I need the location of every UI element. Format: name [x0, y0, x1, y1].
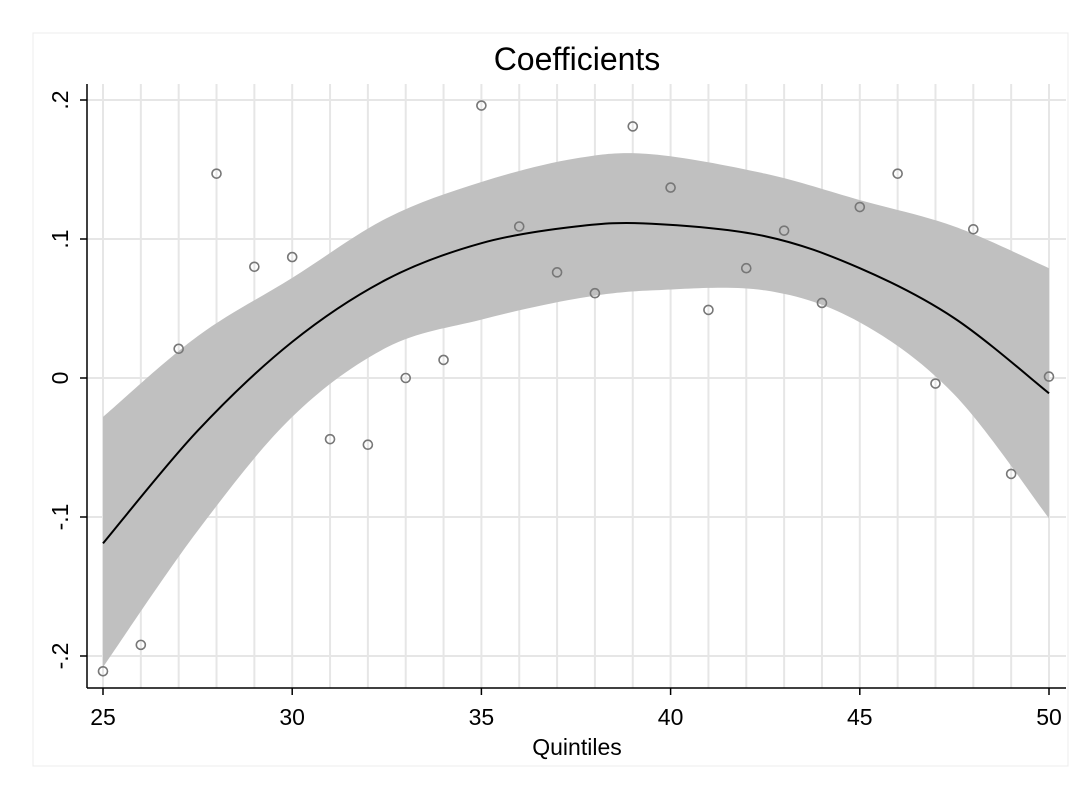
scatter-point — [1043, 371, 1055, 382]
scatter-point — [665, 182, 676, 193]
x-tick-label: 25 — [90, 704, 116, 730]
fitted-curve — [102, 221, 1050, 545]
scatter-point — [930, 378, 941, 389]
scatter-point — [97, 665, 109, 677]
scatter-point — [589, 287, 601, 299]
scatter-point — [476, 100, 487, 111]
y-tick-label: .1 — [47, 229, 73, 248]
x-tick-label: 45 — [847, 704, 873, 730]
scatter-point — [286, 251, 298, 263]
scatter-point — [249, 261, 260, 273]
x-axis-label: Quintiles — [532, 734, 621, 760]
scatter-point — [211, 168, 222, 179]
x-tick-label: 40 — [658, 704, 684, 730]
scatter-point — [816, 297, 828, 309]
scatter-point — [551, 267, 563, 278]
scatter-point — [438, 354, 449, 366]
axes — [80, 84, 1066, 695]
y-tick-label: -.1 — [47, 504, 73, 531]
scatter-point — [778, 225, 790, 236]
tick-labels: 25 30 35 40 45 50 -.2 -.1 0 .1 .2 — [47, 90, 1062, 730]
scatter-point — [400, 372, 412, 384]
scatter-point — [513, 221, 525, 232]
x-tick-label: 35 — [469, 704, 495, 730]
scatter-point — [362, 439, 374, 451]
scatter-point — [627, 121, 639, 132]
scatter-point — [740, 262, 752, 274]
confidence-band — [103, 153, 1049, 668]
scatter-point — [135, 639, 147, 651]
scatter-points — [97, 100, 1055, 677]
scatter-point — [324, 433, 336, 445]
x-tick-label: 30 — [279, 704, 305, 730]
scatter-point — [854, 201, 866, 213]
scatter-point — [968, 223, 979, 235]
scatter-point — [703, 304, 714, 316]
y-tick-label: -.2 — [47, 643, 73, 670]
scatter-point — [173, 343, 184, 355]
y-tick-label: 0 — [47, 372, 73, 385]
y-tick-label: .2 — [47, 90, 73, 109]
scatter-point — [1005, 468, 1017, 480]
x-tick-label: 50 — [1036, 704, 1062, 730]
chart-title: Coefficients — [494, 41, 661, 77]
scatter-point — [892, 168, 903, 179]
